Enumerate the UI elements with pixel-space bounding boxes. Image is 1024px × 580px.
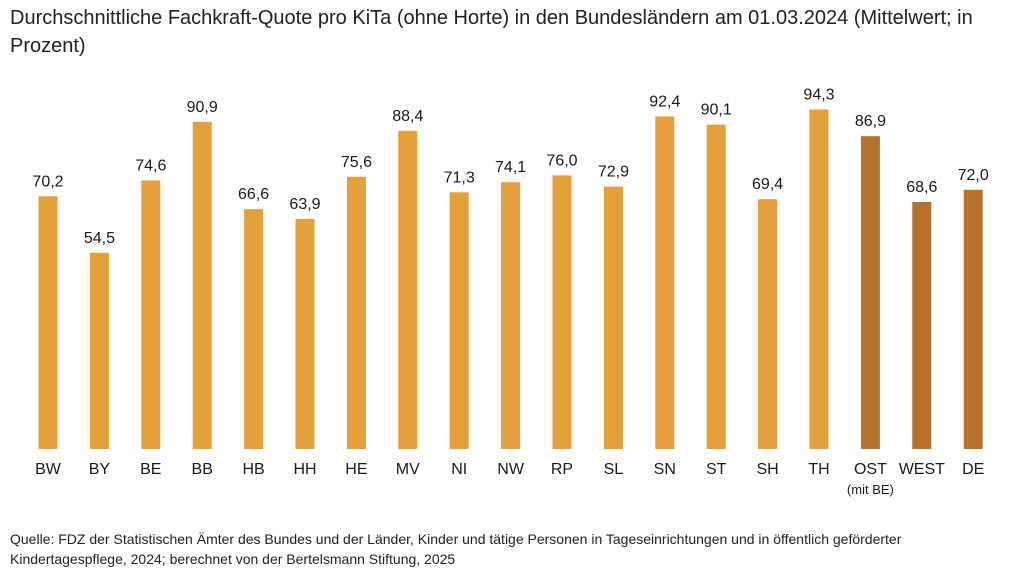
category-label-sl: SL	[604, 461, 624, 478]
category-label-de: DE	[962, 461, 984, 478]
chart-title: Durchschnittliche Fachkraft-Quote pro Ki…	[10, 7, 973, 57]
bar-sl	[603, 186, 623, 449]
value-label-west: 68,6	[906, 179, 937, 196]
value-label-ni: 71,3	[444, 169, 475, 186]
value-label-nw: 74,1	[495, 159, 526, 176]
category-label-sh: SH	[756, 461, 778, 478]
bar-de	[963, 189, 983, 450]
value-label-st: 90,1	[701, 102, 732, 119]
category-label-mv: MV	[396, 461, 420, 478]
bar-st	[706, 124, 726, 449]
bar-sh	[758, 199, 778, 449]
category-sublabel-ost: (mit BE)	[847, 482, 894, 497]
category-label-be: BE	[140, 461, 161, 478]
source-note: Quelle: FDZ der Statistischen Ämter des …	[10, 531, 902, 567]
category-label-nw: NW	[497, 461, 525, 478]
bar-th	[809, 109, 829, 449]
category-label-bb: BB	[192, 461, 213, 478]
category-label-hh: HH	[293, 461, 316, 478]
value-label-sn: 92,4	[649, 93, 680, 110]
value-label-mv: 88,4	[392, 108, 423, 125]
value-label-he: 75,6	[341, 154, 372, 171]
value-label-hh: 63,9	[289, 196, 320, 213]
value-label-th: 94,3	[803, 87, 834, 104]
bar-rp	[552, 175, 572, 449]
category-label-west: WEST	[899, 461, 945, 478]
category-label-rp: RP	[551, 461, 573, 478]
category-label-bw: BW	[35, 461, 62, 478]
category-label-he: HE	[345, 461, 367, 478]
value-label-be: 74,6	[135, 157, 166, 174]
value-label-de: 72,0	[958, 167, 989, 184]
category-label-st: ST	[706, 461, 727, 478]
bar-bb	[192, 121, 212, 450]
value-label-rp: 76,0	[546, 152, 577, 169]
bar-be	[141, 180, 161, 449]
bar-mv	[398, 130, 418, 450]
category-label-sn: SN	[654, 461, 676, 478]
category-label-by: BY	[89, 461, 111, 478]
bar-ost	[860, 136, 880, 449]
category-label-th: TH	[808, 461, 829, 478]
bar-hh	[295, 219, 315, 449]
bar-sn	[655, 116, 675, 450]
value-label-by: 54,5	[84, 230, 115, 247]
bar-he	[346, 176, 366, 450]
value-label-sh: 69,4	[752, 176, 783, 193]
bar-hb	[244, 209, 264, 449]
value-label-ost: 86,9	[855, 113, 886, 130]
bar-by	[89, 252, 109, 449]
bar-bw	[38, 196, 58, 449]
bar-nw	[501, 182, 521, 449]
category-label-hb: HB	[242, 461, 264, 478]
value-label-hb: 66,6	[238, 186, 269, 203]
bar-chart: 70,2 BW 54,5 BY 74,6 BE 90,9 BB 66,6 HB 63,9 HH 75,6…	[32, 87, 989, 498]
bar-ni	[449, 192, 469, 450]
value-label-bb: 90,9	[187, 99, 218, 116]
category-label-ni: NI	[451, 461, 467, 478]
value-label-bw: 70,2	[32, 173, 63, 190]
bar-west	[912, 202, 932, 449]
value-label-sl: 72,9	[598, 164, 629, 181]
category-label-ost: OST	[854, 461, 887, 478]
